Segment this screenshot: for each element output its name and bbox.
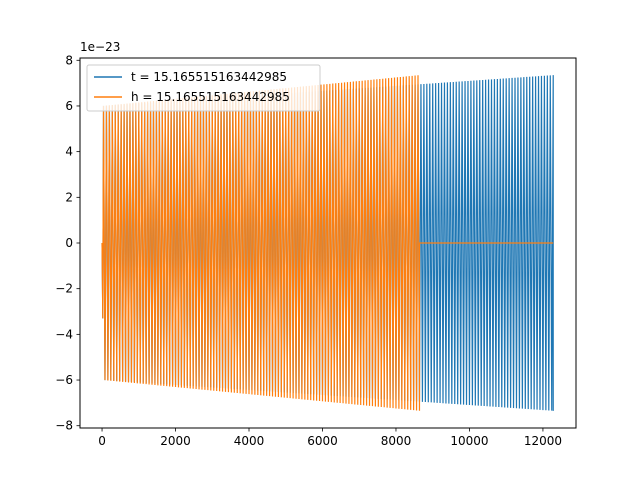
y-tick-label: −6: [55, 373, 73, 387]
x-tick-label: 12000: [524, 434, 562, 448]
y-tick-label: 2: [65, 190, 73, 204]
x-tick-label: 10000: [450, 434, 488, 448]
x-tick-label: 4000: [234, 434, 265, 448]
x-axis: 0 2000 4000 6000 8000 10000 12000: [98, 428, 562, 448]
x-tick-label: 2000: [160, 434, 191, 448]
y-tick-label: −2: [55, 282, 73, 296]
series-layer: [101, 75, 554, 411]
y-axis: −8 −6 −4 −2 0 2 4 6 8: [55, 53, 80, 433]
series-line-h: [101, 75, 554, 411]
y-offset-label: 1e−23: [80, 40, 120, 54]
y-tick-label: 4: [65, 145, 73, 159]
legend: t = 15.165515163442985 h = 15.1655151634…: [86, 64, 321, 112]
y-tick-label: 6: [65, 99, 73, 113]
y-tick-label: 0: [65, 236, 73, 250]
x-tick-label: 8000: [381, 434, 412, 448]
y-tick-label: 8: [65, 53, 73, 67]
x-tick-label: 0: [98, 434, 106, 448]
legend-label-t: t = 15.165515163442985: [131, 70, 287, 84]
y-tick-label: −8: [55, 419, 73, 433]
y-tick-label: −4: [55, 327, 73, 341]
x-tick-label: 6000: [307, 434, 338, 448]
legend-box: [86, 64, 321, 112]
legend-label-h: h = 15.165515163442985: [131, 90, 290, 104]
